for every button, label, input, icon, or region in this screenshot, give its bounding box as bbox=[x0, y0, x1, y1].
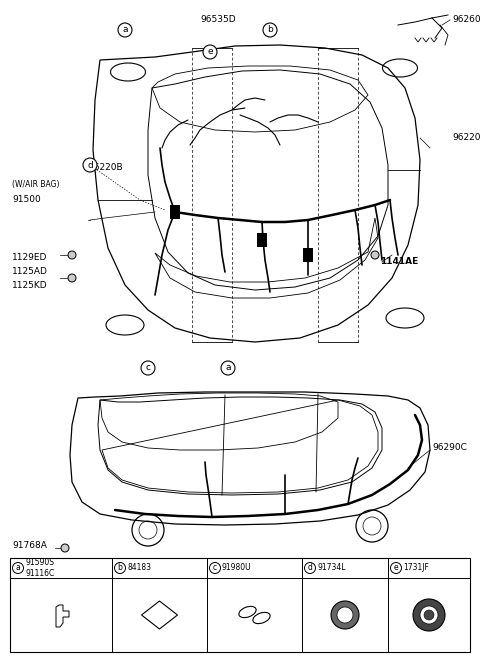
Text: d: d bbox=[308, 564, 312, 572]
Bar bbox=[303, 248, 313, 262]
Text: 1731JF: 1731JF bbox=[403, 564, 429, 572]
Text: 96290C: 96290C bbox=[432, 443, 467, 453]
Text: b: b bbox=[267, 26, 273, 35]
Circle shape bbox=[337, 607, 353, 623]
Text: 91590S
91116C: 91590S 91116C bbox=[25, 558, 54, 578]
Text: 1125KD: 1125KD bbox=[12, 281, 48, 290]
Text: 96220: 96220 bbox=[452, 133, 480, 143]
Text: 96220B: 96220B bbox=[88, 164, 122, 173]
Text: 91734L: 91734L bbox=[317, 564, 346, 572]
Circle shape bbox=[263, 23, 277, 37]
Text: c: c bbox=[145, 363, 151, 373]
Circle shape bbox=[118, 23, 132, 37]
Circle shape bbox=[420, 606, 438, 624]
Text: 91500: 91500 bbox=[12, 196, 41, 204]
Circle shape bbox=[61, 544, 69, 552]
Text: a: a bbox=[122, 26, 128, 35]
Bar bbox=[257, 233, 267, 247]
Circle shape bbox=[413, 599, 445, 631]
Text: c: c bbox=[213, 564, 217, 572]
Circle shape bbox=[68, 251, 76, 259]
Circle shape bbox=[304, 562, 315, 574]
Text: 1129ED: 1129ED bbox=[12, 254, 48, 263]
Text: 91980U: 91980U bbox=[222, 564, 252, 572]
Circle shape bbox=[68, 274, 76, 282]
Text: b: b bbox=[118, 564, 122, 572]
Text: a: a bbox=[225, 363, 231, 373]
Text: 96535D: 96535D bbox=[200, 16, 236, 24]
Circle shape bbox=[424, 610, 434, 620]
Text: 84183: 84183 bbox=[127, 564, 151, 572]
Bar bbox=[10, 558, 470, 652]
Circle shape bbox=[209, 562, 220, 574]
Circle shape bbox=[331, 601, 359, 629]
Circle shape bbox=[83, 158, 97, 172]
Text: d: d bbox=[87, 160, 93, 170]
Circle shape bbox=[12, 562, 24, 574]
Text: e: e bbox=[207, 47, 213, 57]
Text: 1141AE: 1141AE bbox=[380, 258, 418, 267]
Text: 91768A: 91768A bbox=[12, 541, 47, 549]
Text: a: a bbox=[16, 564, 20, 572]
Text: e: e bbox=[394, 564, 398, 572]
Circle shape bbox=[203, 45, 217, 59]
Circle shape bbox=[371, 251, 379, 259]
Circle shape bbox=[391, 562, 401, 574]
Text: (W/AIR BAG): (W/AIR BAG) bbox=[12, 181, 60, 189]
Text: 96260R: 96260R bbox=[452, 16, 480, 24]
Bar bbox=[170, 205, 180, 219]
Circle shape bbox=[221, 361, 235, 375]
Circle shape bbox=[115, 562, 125, 574]
Text: 1125AD: 1125AD bbox=[12, 267, 48, 277]
Circle shape bbox=[141, 361, 155, 375]
